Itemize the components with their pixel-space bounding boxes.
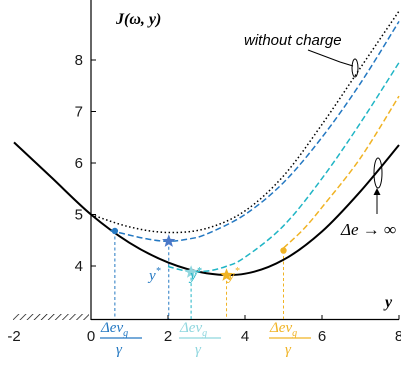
dot-marker [280, 247, 287, 254]
svg-text:Δevg: Δevg [269, 320, 297, 339]
svg-text:Δevg: Δevg [100, 320, 128, 339]
without-charge-pointer [307, 49, 354, 67]
fraction-label-yellow: Δevg γ [269, 320, 311, 358]
y-star-label-cyan: y* [188, 266, 202, 284]
delta-e-ellipse [373, 157, 383, 189]
delta-e-label: Δe → ∞ [340, 220, 396, 239]
yellow-dashed-curve [282, 95, 400, 249]
fraction-label-cyan: Δevg γ [179, 320, 221, 358]
x-tick-label: 6 [318, 328, 326, 345]
y-tick-label: 5 [75, 207, 83, 224]
svg-text:γ: γ [285, 342, 292, 358]
x-tick-label: 2 [164, 328, 172, 345]
delta-e-arrowhead [373, 188, 381, 195]
dot-marker [111, 227, 119, 235]
svg-text:γ: γ [116, 342, 123, 358]
x-axis-title: y [383, 294, 393, 311]
x-tick-label: 4 [241, 328, 249, 345]
y-tick-label: 8 [75, 52, 83, 69]
star-marker [162, 234, 176, 247]
cyan-dashed-curve [167, 62, 400, 273]
fraction-label-blue: Δevg γ [100, 320, 142, 358]
x-tick-label: 0 [87, 328, 95, 345]
without-charge-ellipse [351, 58, 359, 78]
svg-text:γ: γ [195, 342, 202, 358]
solid-curve [13, 141, 400, 277]
y-tick-label: 7 [75, 104, 83, 121]
x-tick-label: -2 [7, 328, 20, 345]
star-marker [184, 265, 198, 278]
y-axis-title: J(ω, y) [115, 11, 161, 28]
hatched-region [13, 314, 89, 320]
star-marker [219, 268, 234, 281]
y-tick-label: 6 [75, 155, 83, 172]
blue-dashed-curve [110, 21, 400, 243]
y-star-label-yellow: y* [226, 266, 240, 284]
without-charge-label: without charge [244, 32, 342, 49]
x-tick-label: 8 [395, 328, 401, 345]
svg-text:Δevg: Δevg [179, 320, 207, 339]
y-star-label-blue: y* [147, 266, 161, 284]
y-tick-label: 4 [75, 258, 83, 275]
